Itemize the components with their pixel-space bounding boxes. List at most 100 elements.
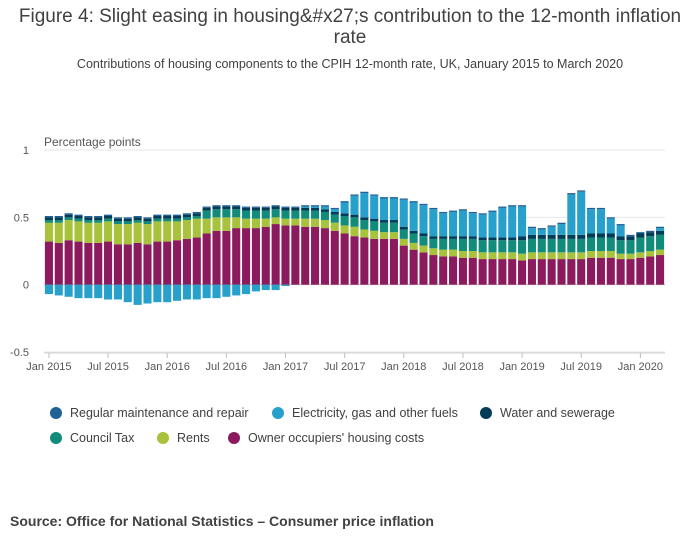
legend-item-water[interactable]: Water and sewerage: [480, 406, 615, 420]
bar-segment: [429, 255, 438, 285]
bar-segment: [498, 207, 507, 238]
legend-item-rents[interactable]: Rents: [157, 431, 210, 445]
bar-segment: [44, 222, 53, 242]
bar-segment: [173, 218, 182, 222]
bar-segment: [271, 224, 280, 285]
x-tick-label: Jan 2016: [145, 361, 190, 373]
bar-segment: [182, 217, 191, 221]
bar-segment: [518, 206, 527, 237]
x-tick-label: Jan 2017: [263, 361, 308, 373]
bar-segment: [212, 205, 221, 207]
bar-segment: [606, 251, 615, 258]
bar-segment: [143, 284, 152, 304]
bar-segment: [104, 214, 113, 216]
bar-segment: [399, 226, 408, 230]
bar-segment: [271, 209, 280, 218]
bar-segment: [301, 206, 310, 208]
bar-segment: [192, 237, 201, 285]
bar-segment: [626, 234, 635, 237]
bar-segment: [468, 238, 477, 251]
bar-segment: [301, 226, 310, 285]
legend-item-maintenance[interactable]: Regular maintenance and repair: [50, 406, 249, 420]
bar-segment: [389, 197, 398, 199]
bar-segment: [311, 218, 320, 227]
bar-segment: [468, 257, 477, 285]
bar-segment: [547, 234, 556, 239]
bar-segment: [202, 218, 211, 234]
bar-segment: [202, 210, 211, 219]
legend-label: Rents: [177, 431, 210, 445]
bar-segment: [104, 218, 113, 222]
bar-segment: [439, 211, 448, 214]
bar-segment: [330, 207, 339, 210]
bar-segment: [182, 213, 191, 215]
bar-segment: [232, 209, 241, 218]
bar-segment: [547, 238, 556, 253]
bar-segment: [281, 210, 290, 219]
bar-segment: [64, 217, 73, 221]
bar-segment: [557, 224, 566, 235]
bar-segment: [291, 225, 300, 285]
bar-segment: [84, 222, 93, 243]
legend-item-owner-occupiers[interactable]: Owner occupiers' housing costs: [228, 431, 424, 445]
bar-segment: [616, 224, 625, 226]
bar-segment: [113, 284, 122, 300]
bar-segment: [153, 218, 162, 222]
bar-segment: [596, 237, 605, 251]
legend-swatch-icon: [50, 407, 62, 419]
bar-segment: [123, 244, 132, 285]
bar-segment: [488, 259, 497, 285]
bar-segment: [439, 249, 448, 257]
bar-segment: [409, 201, 418, 203]
bar-segment: [44, 215, 53, 218]
bar-segment: [330, 214, 339, 223]
legend-label: Council Tax: [70, 431, 135, 445]
bar-segment: [182, 214, 191, 218]
bar-segment: [449, 210, 458, 212]
bar-segment: [636, 252, 645, 258]
bar-segment: [419, 252, 428, 285]
bar-segment: [439, 256, 448, 285]
bar-segment: [163, 218, 172, 222]
bar-segment: [320, 205, 329, 207]
bar-segment: [626, 259, 635, 285]
bar-segment: [380, 198, 389, 221]
bar-segment: [478, 252, 487, 260]
bar-segment: [508, 259, 517, 285]
bar-segment: [251, 210, 260, 219]
bar-segment: [222, 284, 231, 297]
bar-segment: [340, 202, 349, 214]
bar-segment: [547, 225, 556, 227]
bar-segment: [291, 206, 300, 208]
bar-segment: [587, 233, 596, 238]
bar-segment: [340, 233, 349, 285]
legend-item-electricity[interactable]: Electricity, gas and other fuels: [272, 406, 458, 420]
bar-segment: [54, 284, 63, 296]
bar-segment: [409, 233, 418, 243]
bar-segment: [74, 221, 83, 242]
bar-segment: [301, 210, 310, 219]
bar-segment: [281, 225, 290, 285]
bar-segment: [153, 214, 162, 216]
bar-segment: [320, 206, 329, 210]
bar-segment: [449, 249, 458, 257]
bar-segment: [192, 218, 201, 238]
bar-segment: [370, 238, 379, 285]
bar-segment: [54, 242, 63, 285]
bar-segment: [587, 207, 596, 210]
bar-segment: [320, 209, 329, 212]
legend-item-council-tax[interactable]: Council Tax: [50, 431, 134, 445]
bar-segment: [104, 221, 113, 242]
bar-segment: [242, 284, 251, 295]
bar-segment: [458, 236, 467, 239]
bar-segment: [626, 240, 635, 254]
bar-segment: [626, 236, 635, 241]
bar-segment: [222, 230, 231, 285]
bar-segment: [439, 213, 448, 237]
bar-segment: [527, 228, 536, 235]
bar-segment: [281, 207, 290, 211]
bar-segment: [173, 284, 182, 301]
bar-segment: [44, 217, 53, 221]
bar-segment: [527, 259, 536, 285]
bar-segment: [301, 205, 310, 207]
